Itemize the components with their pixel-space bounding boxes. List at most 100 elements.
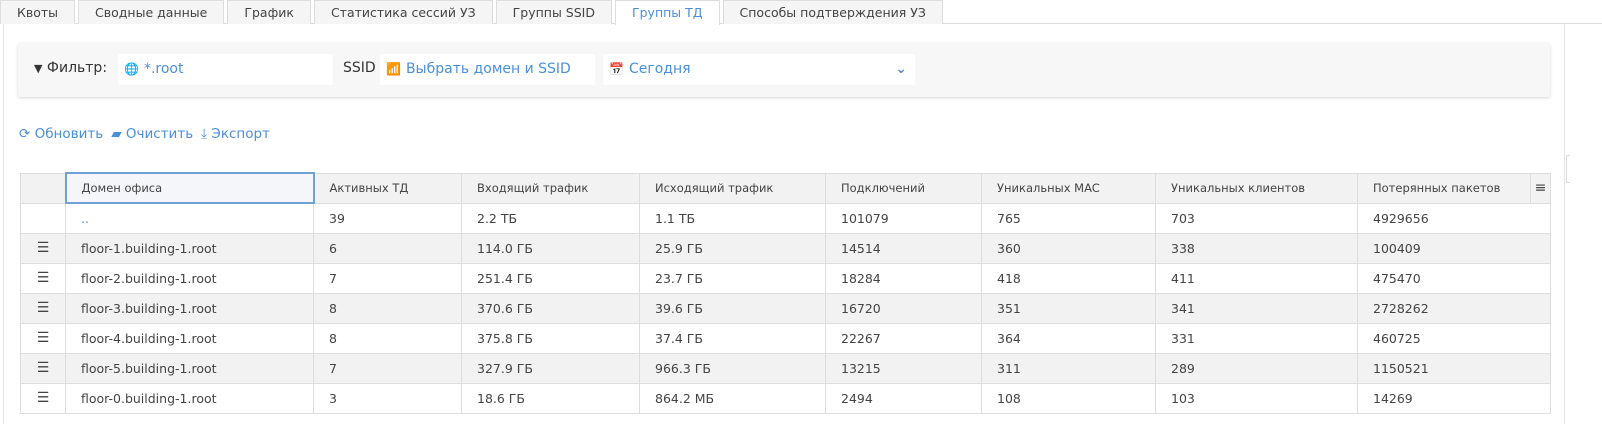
table-cell: 25.9 ГБ: [639, 232, 826, 264]
column-menu-icon[interactable]: ≡: [1530, 172, 1551, 204]
table-cell: 22267: [825, 322, 982, 354]
column-header[interactable]: Уникальных клиентов: [1155, 172, 1358, 204]
parent-link[interactable]: ..: [65, 202, 314, 234]
table-cell: 4929656: [1357, 202, 1551, 234]
column-header[interactable]: Исходящий трафик: [639, 172, 826, 204]
table-cell: floor-5.building-1.root: [65, 352, 314, 384]
ssid-select[interactable]: 📶 Выбрать домен и SSID: [380, 54, 595, 85]
globe-icon: 🌐: [124, 62, 139, 76]
table-row[interactable]: ☰ floor-2.building-1.root 7 251.4 ГБ 23.7 ГБ…: [20, 262, 1551, 294]
tab-6[interactable]: Способы подтверждения УЗ: [722, 0, 943, 24]
column-header[interactable]: Активных ТД: [313, 172, 462, 204]
table-row[interactable]: ☰ floor-3.building-1.root 8 370.6 ГБ 39.6 ГБ…: [20, 292, 1551, 324]
table-cell: 13215: [825, 352, 982, 384]
table-cell: 460725: [1357, 322, 1551, 354]
refresh-label: Обновить: [34, 126, 104, 142]
clear-label: Очистить: [125, 126, 194, 142]
tab-1[interactable]: Сводные данные: [78, 0, 225, 24]
list-icon[interactable]: ☰: [20, 352, 66, 384]
table-cell: 1.1 ТБ: [639, 202, 826, 234]
table-cell: 370.6 ГБ: [461, 292, 640, 324]
filter-label: ▼ Фильтр:: [34, 60, 107, 76]
table-cell: floor-3.building-1.root: [65, 292, 314, 324]
tab-2[interactable]: График: [227, 0, 311, 24]
table-cell: 14269: [1357, 382, 1551, 414]
table-cell: 327.9 ГБ: [461, 352, 640, 384]
table-cell: 3: [313, 382, 462, 414]
table-row[interactable]: ☰ floor-1.building-1.root 6 114.0 ГБ 25.9 ГБ…: [20, 232, 1551, 264]
table-cell: 289: [1155, 352, 1358, 384]
column-header[interactable]: Домен офиса: [64, 172, 315, 204]
chevron-down-icon: ⌄: [895, 61, 907, 77]
table-cell: 331: [1155, 322, 1358, 354]
table-cell: floor-2.building-1.root: [65, 262, 314, 294]
table-cell: 364: [981, 322, 1156, 354]
table-cell: 2728262: [1357, 292, 1551, 324]
export-button[interactable]: ⤓ Экспорт: [201, 126, 270, 142]
table-cell: 7: [313, 352, 462, 384]
table-cell: 114.0 ГБ: [461, 232, 640, 264]
table-cell: 18.6 ГБ: [461, 382, 640, 414]
calendar-icon: 📅: [609, 62, 624, 76]
list-icon[interactable]: ☰: [20, 322, 66, 354]
table-cell: 765: [981, 202, 1156, 234]
table-row[interactable]: ☰ floor-4.building-1.root 8 375.8 ГБ 37.4 ГБ…: [20, 322, 1551, 354]
table-cell: 14514: [825, 232, 982, 264]
table-cell: 311: [981, 352, 1156, 384]
tab-0[interactable]: Квоты: [0, 0, 76, 24]
period-select[interactable]: 📅 Сегодня ⌄: [603, 54, 915, 85]
filter-panel: ▼ Фильтр: 🌐 *.root SSID 📶 Выбрать домен и …: [18, 43, 1550, 97]
ap-groups-table: Домен офиса Активных ТД Входящий трафик Исх…: [20, 172, 1551, 414]
wifi-icon: 📶: [386, 62, 401, 76]
table-cell: 103: [1155, 382, 1358, 414]
table-cell: 351: [981, 292, 1156, 324]
table-cell: 418: [981, 262, 1156, 294]
tab-bar: Квоты Сводные данные График Статистика сесс…: [0, 0, 1602, 25]
domain-filter-value: *.root: [143, 61, 184, 77]
table-cell: 251.4 ГБ: [461, 262, 640, 294]
table-cell: floor-4.building-1.root: [65, 322, 314, 354]
column-header[interactable]: Входящий трафик: [461, 172, 640, 204]
table-cell: 7: [313, 262, 462, 294]
eraser-icon: ▰: [111, 126, 122, 142]
ssid-label: SSID: [343, 60, 376, 76]
table-cell: 966.3 ГБ: [639, 352, 826, 384]
table-cell: 18284: [825, 262, 982, 294]
table-cell: 37.4 ГБ: [639, 322, 826, 354]
column-header[interactable]: Потерянных пакетов: [1357, 172, 1531, 204]
table-cell: 39.6 ГБ: [639, 292, 826, 324]
table-row[interactable]: ☰ floor-5.building-1.root 7 327.9 ГБ 966.3 Г…: [20, 352, 1551, 384]
tab-4[interactable]: Группы SSID: [495, 0, 612, 24]
row-icon-header: [20, 172, 66, 204]
parent-row[interactable]: .. 39 2.2 ТБ 1.1 ТБ 101079 765 703 4929656: [20, 202, 1551, 234]
list-icon[interactable]: ☰: [20, 382, 66, 414]
row-icon-cell: [20, 202, 66, 234]
list-icon[interactable]: ☰: [20, 262, 66, 294]
tab-5[interactable]: Группы ТД: [614, 0, 720, 25]
table-cell: 864.2 МБ: [639, 382, 826, 414]
download-icon: ⤓: [201, 126, 208, 142]
domain-filter-input[interactable]: 🌐 *.root: [118, 54, 333, 85]
table-cell: 341: [1155, 292, 1358, 324]
refresh-button[interactable]: ⟳ Обновить: [19, 126, 103, 142]
action-bar: ⟳ Обновить ▰ Очистить ⤓ Экспорт: [19, 126, 270, 142]
table-cell: 2494: [825, 382, 982, 414]
list-icon[interactable]: ☰: [20, 292, 66, 324]
table-cell: 39: [313, 202, 462, 234]
scrollbar[interactable]: [1566, 155, 1570, 183]
column-header[interactable]: Подключений: [825, 172, 982, 204]
list-icon[interactable]: ☰: [20, 232, 66, 264]
tab-3[interactable]: Статистика сессий УЗ: [313, 0, 493, 24]
table-cell: 100409: [1357, 232, 1551, 264]
export-label: Экспорт: [211, 126, 270, 142]
table-row[interactable]: ☰ floor-0.building-1.root 3 18.6 ГБ 864.2 МБ…: [20, 382, 1551, 414]
clear-button[interactable]: ▰ Очистить: [111, 126, 193, 142]
main-panel: [3, 24, 1565, 424]
table-cell: floor-1.building-1.root: [65, 232, 314, 264]
table-cell: 108: [981, 382, 1156, 414]
refresh-icon: ⟳: [19, 126, 31, 142]
table-cell: 101079: [825, 202, 982, 234]
column-header[interactable]: Уникальных MAC: [981, 172, 1156, 204]
table-cell: 23.7 ГБ: [639, 262, 826, 294]
table-cell: 375.8 ГБ: [461, 322, 640, 354]
